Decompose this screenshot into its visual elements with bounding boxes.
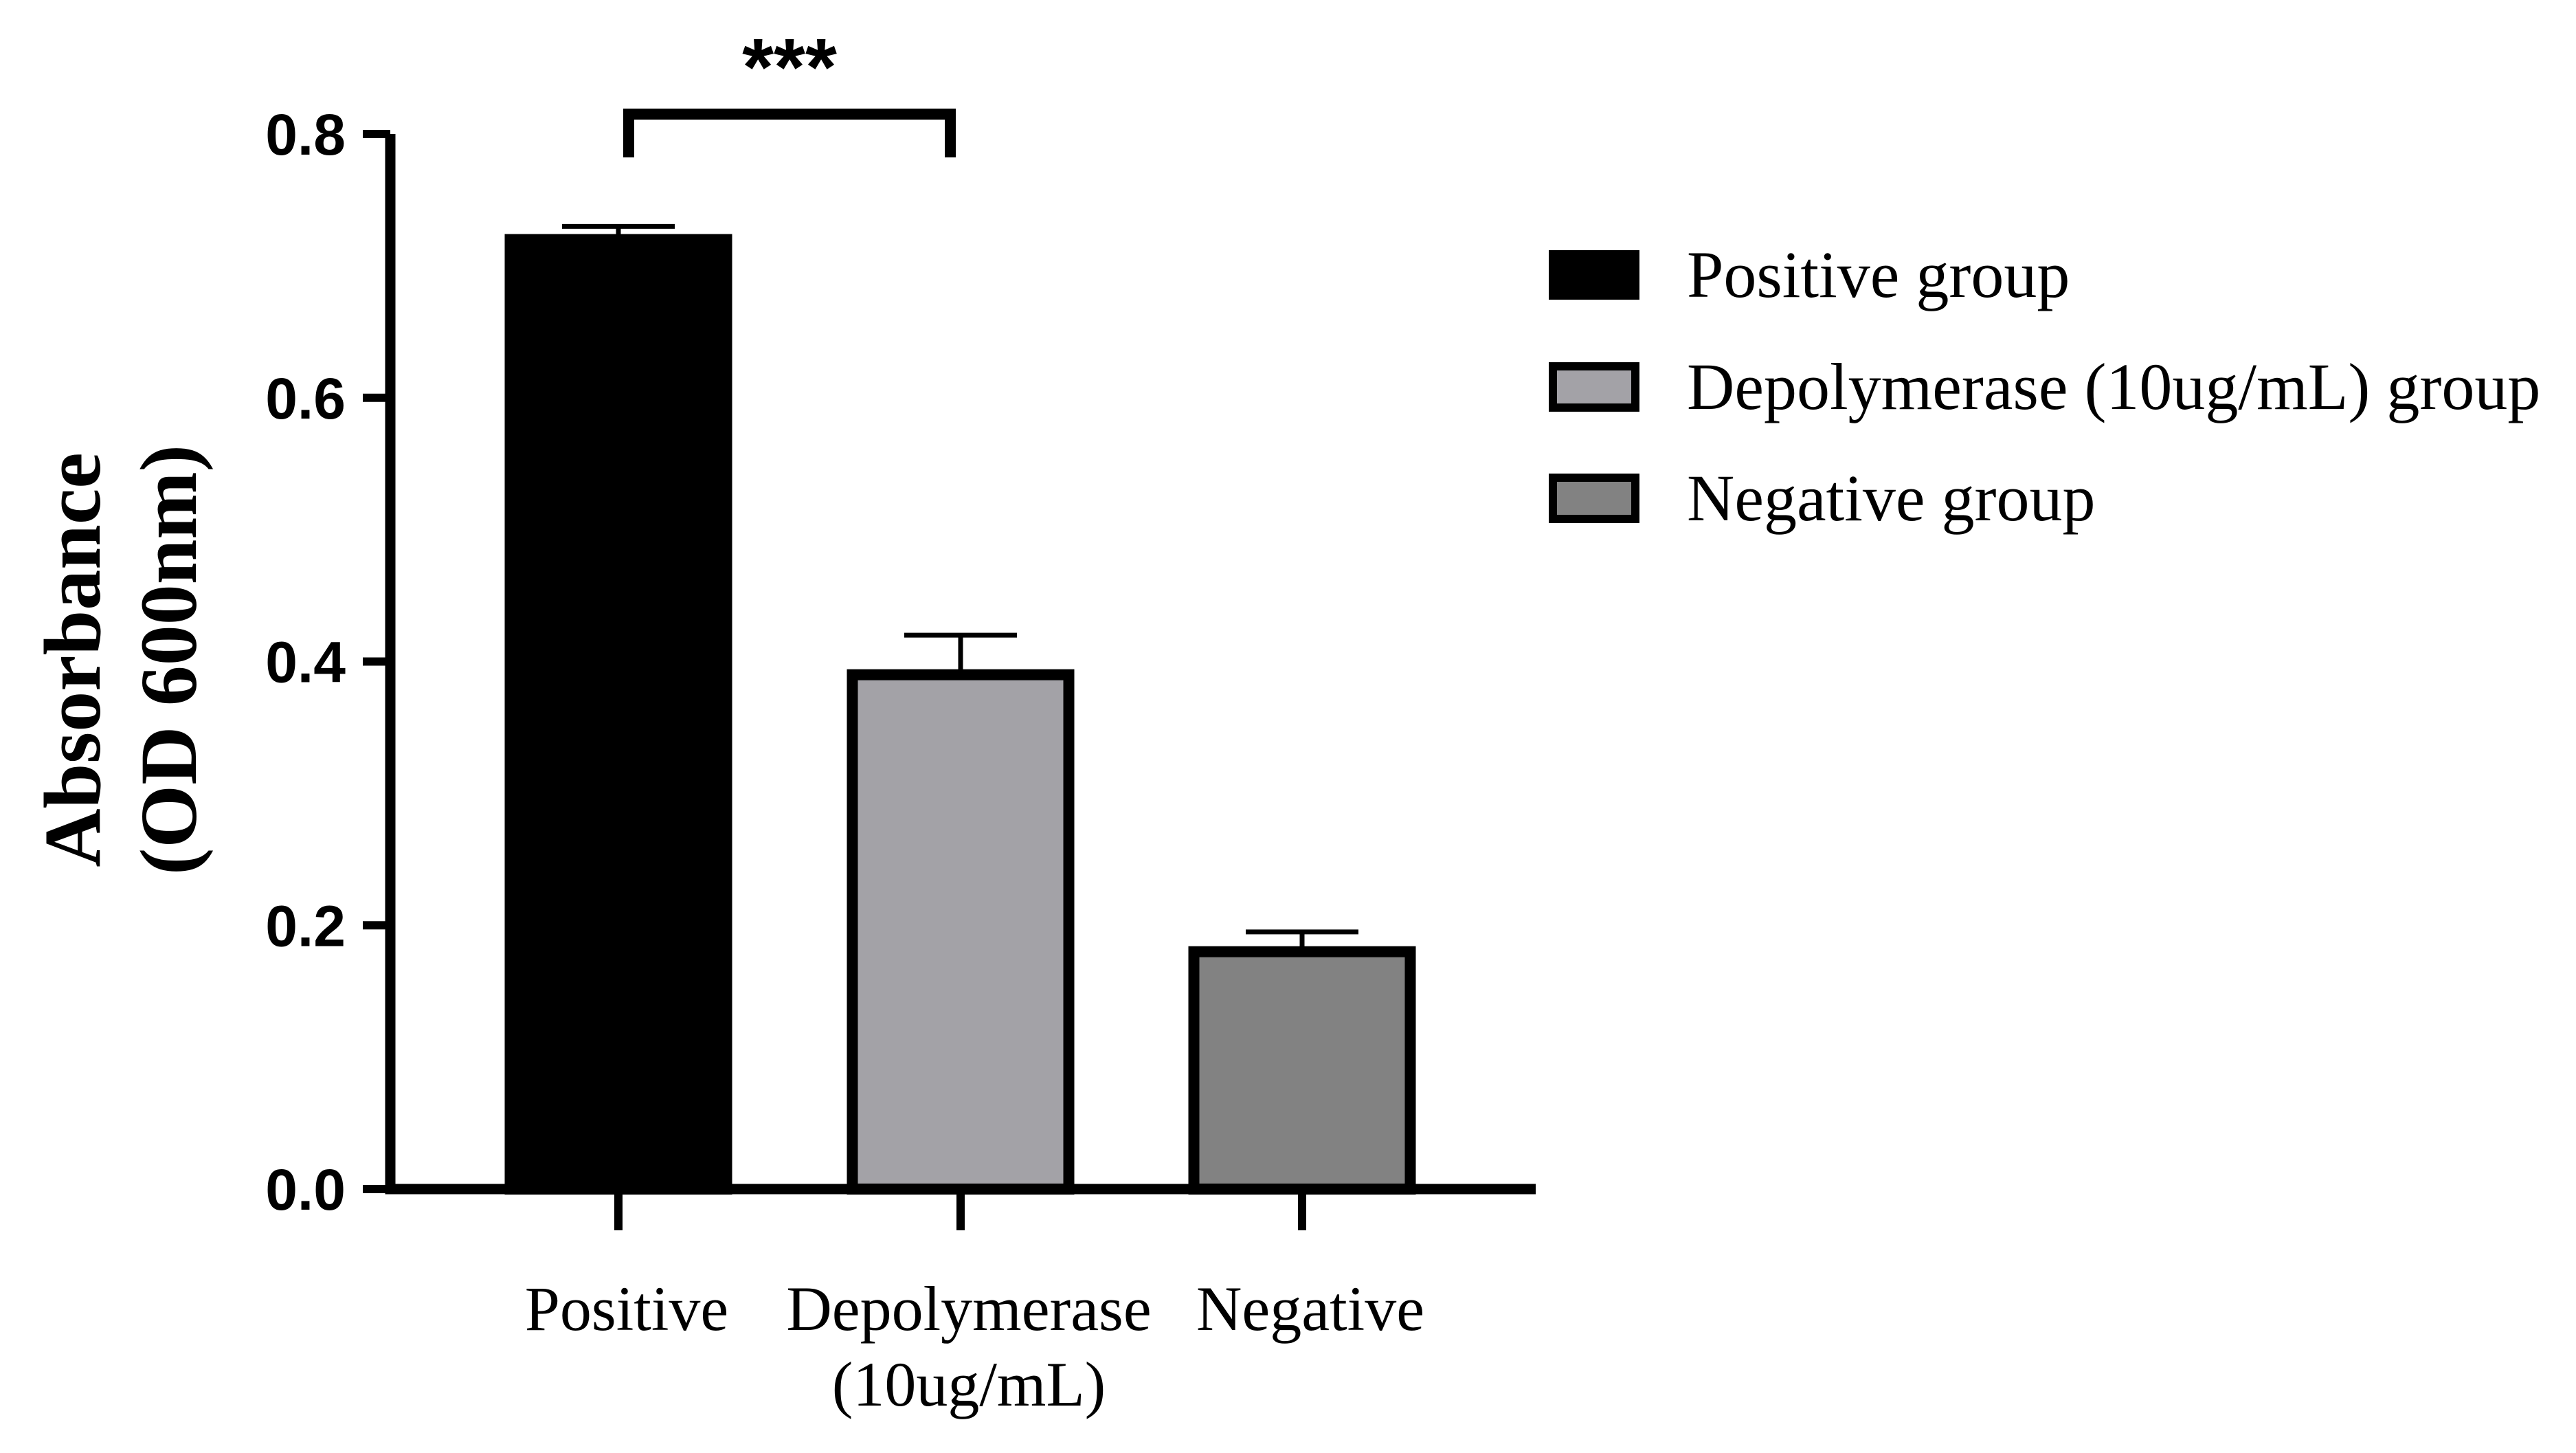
significance-label: *** xyxy=(742,22,837,113)
bar xyxy=(1188,946,1416,1195)
significance-bracket: *** xyxy=(623,22,956,157)
y-tick-label: 0.8 xyxy=(265,102,346,167)
x-category-label: Depolymerase xyxy=(786,1274,1151,1344)
legend-swatch xyxy=(1549,250,1639,300)
y-axis-title-line1: Absorbance xyxy=(27,452,117,867)
y-axis-title-line2: (OD 600nm) xyxy=(124,445,214,875)
bars xyxy=(504,234,1416,1195)
legend-label: Positive group xyxy=(1687,238,2070,311)
y-tick-label: 0.2 xyxy=(265,894,346,958)
significance-bracket-line xyxy=(623,109,956,157)
legend-item: Negative group xyxy=(1549,461,2095,535)
y-tick-label: 0.4 xyxy=(265,630,346,695)
legend-label: Depolymerase (10ug/mL) group xyxy=(1687,350,2540,423)
legend-swatch xyxy=(1549,474,1639,523)
legend-item: Depolymerase (10ug/mL) group xyxy=(1549,350,2540,423)
legend-item: Positive group xyxy=(1549,238,2070,311)
x-category-label: Negative xyxy=(1196,1274,1424,1344)
legend: Positive group Depolymerase (10ug/mL) gro… xyxy=(1549,238,2540,535)
y-ticks: 0.0 0.2 0.4 0.6 0.8 xyxy=(265,102,390,1222)
x-categories: Positive Depolymerase(10ug/mL) Negative xyxy=(525,1189,1424,1419)
y-axis-title: Absorbance (OD 600nm) xyxy=(27,445,214,875)
bar xyxy=(847,669,1075,1195)
y-tick-label: 0.0 xyxy=(265,1157,346,1222)
bar xyxy=(504,234,732,1195)
y-tick-label: 0.6 xyxy=(265,366,346,431)
error-bars xyxy=(562,223,1358,952)
x-category-label: (10ug/mL) xyxy=(832,1349,1106,1419)
legend-label: Negative group xyxy=(1687,461,2095,535)
x-category-label: Positive xyxy=(525,1274,728,1344)
legend-swatch xyxy=(1549,362,1639,412)
